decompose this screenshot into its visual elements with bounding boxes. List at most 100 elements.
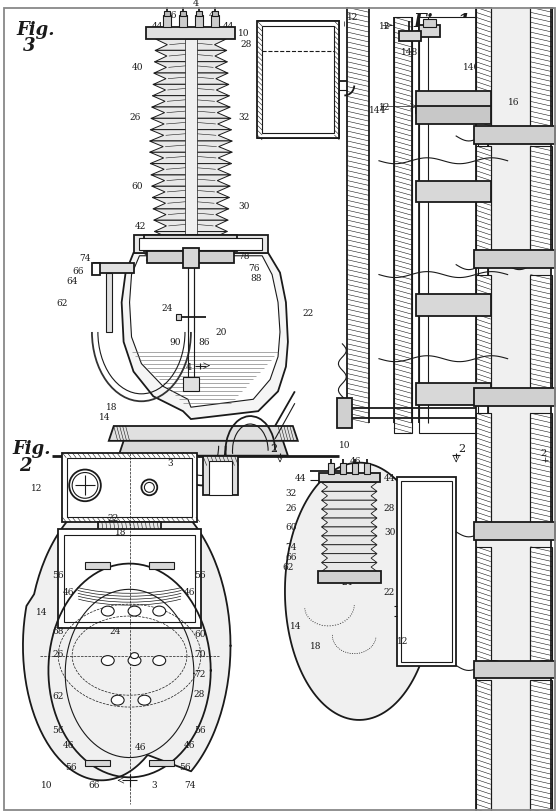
Bar — [476, 8, 491, 127]
Text: 68: 68 — [53, 627, 64, 636]
Bar — [476, 414, 491, 522]
Bar — [415, 107, 491, 125]
Bar — [338, 399, 352, 428]
Text: 24: 24 — [110, 627, 121, 636]
Ellipse shape — [111, 695, 124, 706]
Text: 60: 60 — [285, 523, 296, 532]
Text: 2: 2 — [458, 444, 465, 453]
Text: 18: 18 — [106, 402, 117, 411]
Polygon shape — [154, 74, 228, 85]
Bar — [476, 680, 491, 811]
Text: 46: 46 — [184, 587, 196, 596]
Bar — [262, 27, 334, 134]
Bar — [347, 8, 369, 811]
Text: 46: 46 — [62, 740, 74, 749]
Ellipse shape — [141, 480, 157, 496]
Text: 74: 74 — [79, 254, 91, 263]
Bar — [329, 463, 334, 475]
Text: 4: 4 — [193, 0, 199, 8]
Bar — [148, 251, 234, 264]
Polygon shape — [109, 427, 298, 441]
Text: 12: 12 — [347, 13, 359, 22]
Text: 12: 12 — [379, 103, 390, 112]
Text: 32: 32 — [239, 113, 250, 122]
Polygon shape — [321, 527, 377, 536]
Text: 72: 72 — [194, 669, 205, 678]
Text: 56: 56 — [53, 570, 64, 579]
Bar — [134, 236, 268, 254]
Ellipse shape — [144, 483, 154, 493]
Bar — [415, 384, 491, 406]
Bar — [530, 8, 552, 127]
Polygon shape — [154, 221, 228, 232]
Bar — [196, 12, 202, 17]
Text: 56: 56 — [179, 762, 191, 771]
Ellipse shape — [101, 656, 114, 666]
Polygon shape — [151, 165, 231, 176]
Bar — [474, 661, 555, 679]
Text: 2: 2 — [18, 456, 31, 474]
Text: 32: 32 — [285, 488, 296, 497]
Bar — [474, 389, 555, 406]
Bar — [185, 40, 197, 243]
Polygon shape — [321, 536, 377, 545]
Bar — [203, 456, 239, 496]
Polygon shape — [155, 40, 226, 51]
Bar — [195, 16, 203, 28]
Ellipse shape — [101, 607, 114, 616]
Bar — [530, 147, 552, 251]
Text: 28: 28 — [194, 689, 205, 697]
Text: 3: 3 — [23, 37, 35, 55]
Text: 44: 44 — [222, 22, 234, 31]
Text: 42: 42 — [135, 221, 146, 230]
Bar — [415, 182, 491, 203]
Polygon shape — [155, 51, 227, 62]
Text: 3: 3 — [151, 780, 157, 789]
Bar — [399, 32, 420, 42]
Text: 66: 66 — [285, 552, 296, 561]
Bar — [262, 26, 335, 135]
Text: 22: 22 — [303, 308, 314, 317]
Text: 30: 30 — [239, 202, 250, 211]
Text: Fig.: Fig. — [13, 440, 51, 457]
Ellipse shape — [128, 607, 141, 616]
Text: 14: 14 — [290, 622, 301, 631]
Text: Fig.: Fig. — [17, 21, 55, 39]
Text: Fig. 1: Fig. 1 — [414, 13, 471, 31]
Text: 12: 12 — [31, 483, 42, 492]
Text: 76: 76 — [248, 264, 260, 272]
Polygon shape — [321, 500, 377, 509]
Polygon shape — [321, 518, 377, 527]
Bar — [415, 295, 491, 317]
Bar — [209, 461, 233, 496]
Text: 66: 66 — [88, 780, 100, 789]
Text: 20: 20 — [216, 328, 227, 337]
Bar — [163, 16, 171, 28]
Text: 86: 86 — [199, 338, 210, 347]
Text: 56: 56 — [194, 570, 206, 579]
Text: 18: 18 — [115, 528, 126, 537]
Text: 148: 148 — [401, 49, 418, 58]
Text: 56: 56 — [194, 726, 206, 735]
Text: 60: 60 — [131, 182, 143, 191]
Text: 44: 44 — [384, 474, 395, 483]
Bar — [476, 275, 491, 389]
Polygon shape — [154, 62, 228, 74]
Bar — [530, 547, 552, 661]
Text: 12: 12 — [397, 637, 408, 646]
Bar — [415, 92, 491, 114]
Bar — [530, 414, 552, 522]
Bar — [144, 236, 238, 251]
Text: 46: 46 — [209, 11, 220, 19]
Text: 56: 56 — [65, 762, 77, 771]
Polygon shape — [153, 85, 229, 97]
Text: 3: 3 — [167, 458, 173, 468]
Bar — [67, 458, 192, 517]
Bar — [476, 8, 552, 811]
Bar — [139, 238, 262, 251]
Bar — [258, 22, 339, 139]
Text: 46: 46 — [166, 11, 178, 19]
Text: 74: 74 — [184, 780, 196, 789]
Text: 10: 10 — [339, 440, 351, 450]
Text: 56: 56 — [53, 726, 64, 735]
